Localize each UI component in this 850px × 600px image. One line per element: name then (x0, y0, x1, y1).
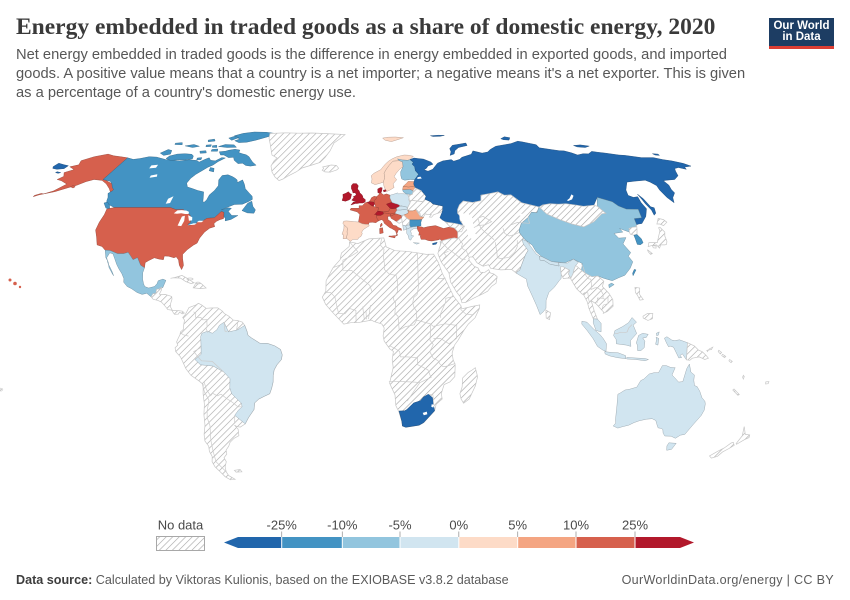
svg-text:25%: 25% (622, 518, 648, 533)
svg-text:5%: 5% (508, 518, 527, 533)
svg-text:No data: No data (158, 518, 204, 533)
svg-text:-5%: -5% (388, 518, 412, 533)
svg-text:-10%: -10% (327, 518, 358, 533)
svg-text:-25%: -25% (267, 518, 298, 533)
svg-text:0%: 0% (449, 518, 468, 533)
svg-text:10%: 10% (563, 518, 589, 533)
